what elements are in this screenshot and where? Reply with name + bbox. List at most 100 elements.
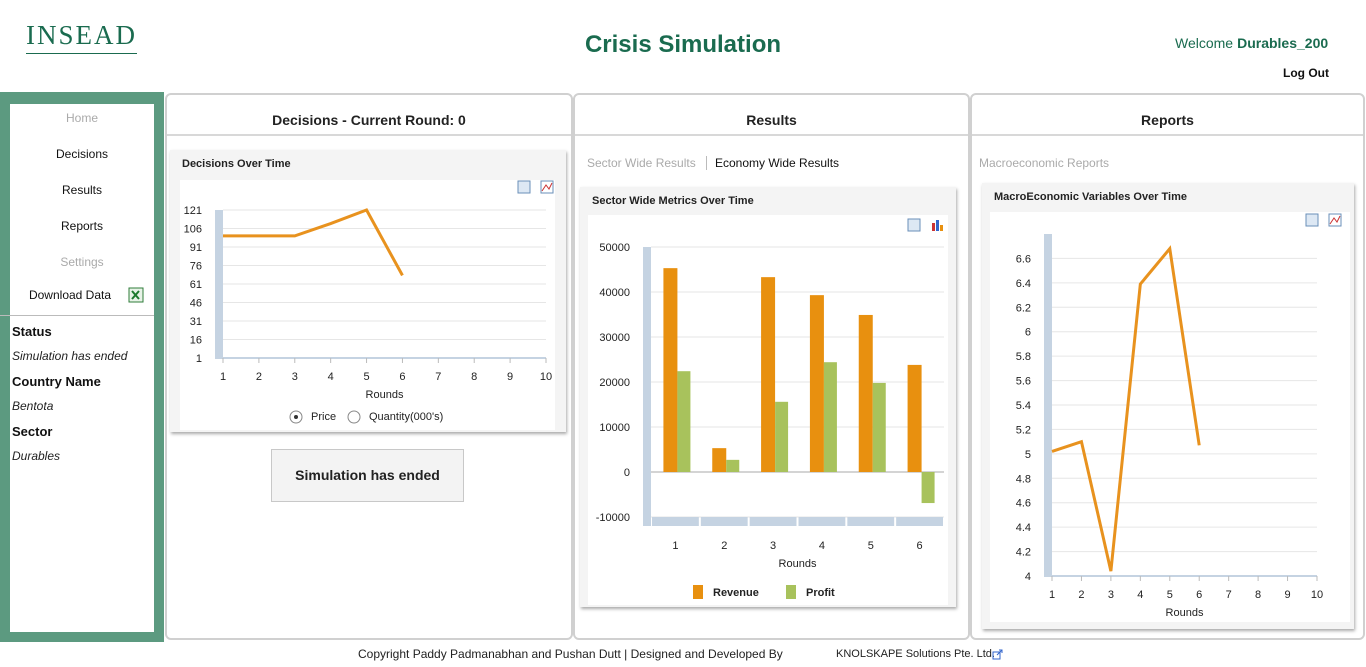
excel-icon[interactable] (128, 287, 144, 303)
x-tick-label: 1 (672, 540, 678, 552)
bar (677, 371, 691, 472)
footer-link[interactable]: KNOLSKAPE Solutions Pte. Ltd. (836, 648, 995, 660)
nav-item[interactable]: Download Data (28, 288, 112, 302)
y-tick-label: 31 (190, 316, 202, 328)
tab[interactable]: Economy Wide Results (715, 156, 840, 170)
y-tick-label: 5.2 (1016, 424, 1031, 436)
welcome: Welcome Durables_200 (1175, 35, 1328, 51)
y-tick-label: 4.2 (1016, 547, 1031, 559)
y-tick-label: 4 (1025, 571, 1031, 583)
axis-band (1044, 234, 1052, 576)
nav-item[interactable]: Settings (60, 255, 104, 269)
x-tick-label: 5 (868, 540, 874, 552)
footer-text: Copyright Paddy Padmanabhan and Pushan D… (358, 647, 783, 661)
nav-item[interactable]: Home (65, 111, 98, 125)
chart: 4 4.2 4.4 4.6 4.8 5 5.2 5.4 5.6 5.8 6 6.2 6.4 6.6 Roun… (1016, 234, 1323, 619)
info-label: Sector (12, 424, 53, 439)
x-tick-label: 7 (1226, 589, 1232, 601)
panel: Reports (970, 93, 1365, 640)
info-value: Bentota (12, 399, 54, 413)
info-value: Simulation has ended (12, 349, 128, 363)
y-tick-label: 16 (190, 335, 202, 347)
app-title: Crisis Simulation (584, 31, 782, 58)
nav-item[interactable]: Reports (60, 219, 104, 233)
sidebar: Home Decisions Results Reports Settings … (0, 92, 164, 642)
chart: 1 16 31 46 61 76 91 106 121 Rounds 1 2 3 4 5 6 7 8 9 10 Pric… (184, 205, 552, 424)
axis-band (700, 517, 748, 526)
y-tick-label: 0 (624, 467, 630, 479)
panel: Results (573, 93, 970, 640)
chart-icon[interactable] (932, 223, 935, 231)
logout-link[interactable]: Log Out (1283, 66, 1329, 80)
y-tick-label: 40000 (599, 287, 630, 299)
bar (823, 362, 837, 472)
icon-shape (131, 290, 140, 300)
y-tick-label: 121 (184, 205, 202, 217)
x-tick-label: 5 (363, 371, 369, 383)
x-tick-label: 4 (1137, 589, 1143, 601)
x-tick-label: 2 (1078, 589, 1084, 601)
table-icon[interactable] (907, 218, 921, 232)
axis-band (215, 210, 223, 358)
tab[interactable]: Macroeconomic Reports (979, 156, 1110, 170)
y-tick-label: 5.6 (1016, 376, 1031, 388)
external-icon[interactable] (992, 649, 1003, 660)
x-tick-label: 10 (1311, 589, 1323, 601)
x-tick-label: 2 (721, 540, 727, 552)
table-icon[interactable] (1305, 213, 1319, 227)
x-tick-label: 1 (220, 371, 226, 383)
x-axis-title: Rounds (366, 389, 404, 401)
y-tick-label: 76 (190, 261, 202, 273)
icon-shape (996, 649, 1003, 656)
chart-title: Decisions Over Time (182, 158, 291, 170)
welcome-text: Welcome (1175, 35, 1234, 51)
y-tick-label: 50000 (599, 242, 630, 254)
chart-title: Sector Wide Metrics Over Time (592, 195, 754, 207)
icon-shape (992, 651, 1001, 660)
x-tick-label: 9 (1284, 589, 1290, 601)
bar (907, 364, 922, 472)
chart-tools (907, 218, 943, 232)
y-tick-label: 5.4 (1016, 400, 1031, 412)
legend-label: Revenue (713, 587, 759, 599)
y-tick-label: 6 (1025, 327, 1031, 339)
x-tick-label: 3 (292, 371, 298, 383)
x-tick-label: 6 (399, 371, 405, 383)
y-tick-label: 46 (190, 298, 202, 310)
y-tick-label: 6.4 (1016, 278, 1031, 290)
chart: -10000 0 10000 20000 30000 40000 50000 Rounds 1 2… (596, 242, 944, 599)
x-tick-label: 8 (471, 371, 477, 383)
chart-card: Decisions Over Time (170, 150, 566, 432)
sidebar-inner: Home Decisions Results Reports Settings … (0, 104, 154, 632)
bar (663, 268, 678, 472)
info-label: Status (12, 324, 52, 339)
radio[interactable] (347, 410, 361, 424)
x-tick-label: 9 (507, 371, 513, 383)
tab[interactable]: Sector Wide Results (587, 156, 696, 170)
y-tick-label: 10000 (599, 422, 630, 434)
legend-swatch (786, 585, 796, 599)
y-tick-label: 61 (190, 279, 202, 291)
y-tick-label: 5.8 (1016, 351, 1031, 363)
radio-label: Price (311, 411, 336, 423)
x-tick-label: 4 (819, 540, 825, 552)
nav-item[interactable]: Results (61, 183, 102, 197)
x-tick-label: 4 (328, 371, 334, 383)
x-tick-label: 1 (1049, 589, 1055, 601)
axis-band (896, 517, 943, 526)
x-tick-label: 7 (435, 371, 441, 383)
y-tick-label: 30000 (599, 332, 630, 344)
axis-band (798, 517, 846, 526)
logo[interactable]: INSEAD (26, 20, 137, 54)
axis-band (847, 517, 895, 526)
y-tick-label: 4.6 (1016, 498, 1031, 510)
info-value: Durables (12, 449, 61, 463)
separator (0, 315, 154, 316)
table-icon[interactable] (517, 180, 531, 194)
legend-label: Profit (806, 587, 835, 599)
chart-area (180, 180, 555, 430)
nav-item[interactable]: Decisions (55, 147, 109, 161)
radio-label: Quantity(000's) (369, 411, 443, 423)
user-name: Durables_200 (1237, 35, 1329, 51)
